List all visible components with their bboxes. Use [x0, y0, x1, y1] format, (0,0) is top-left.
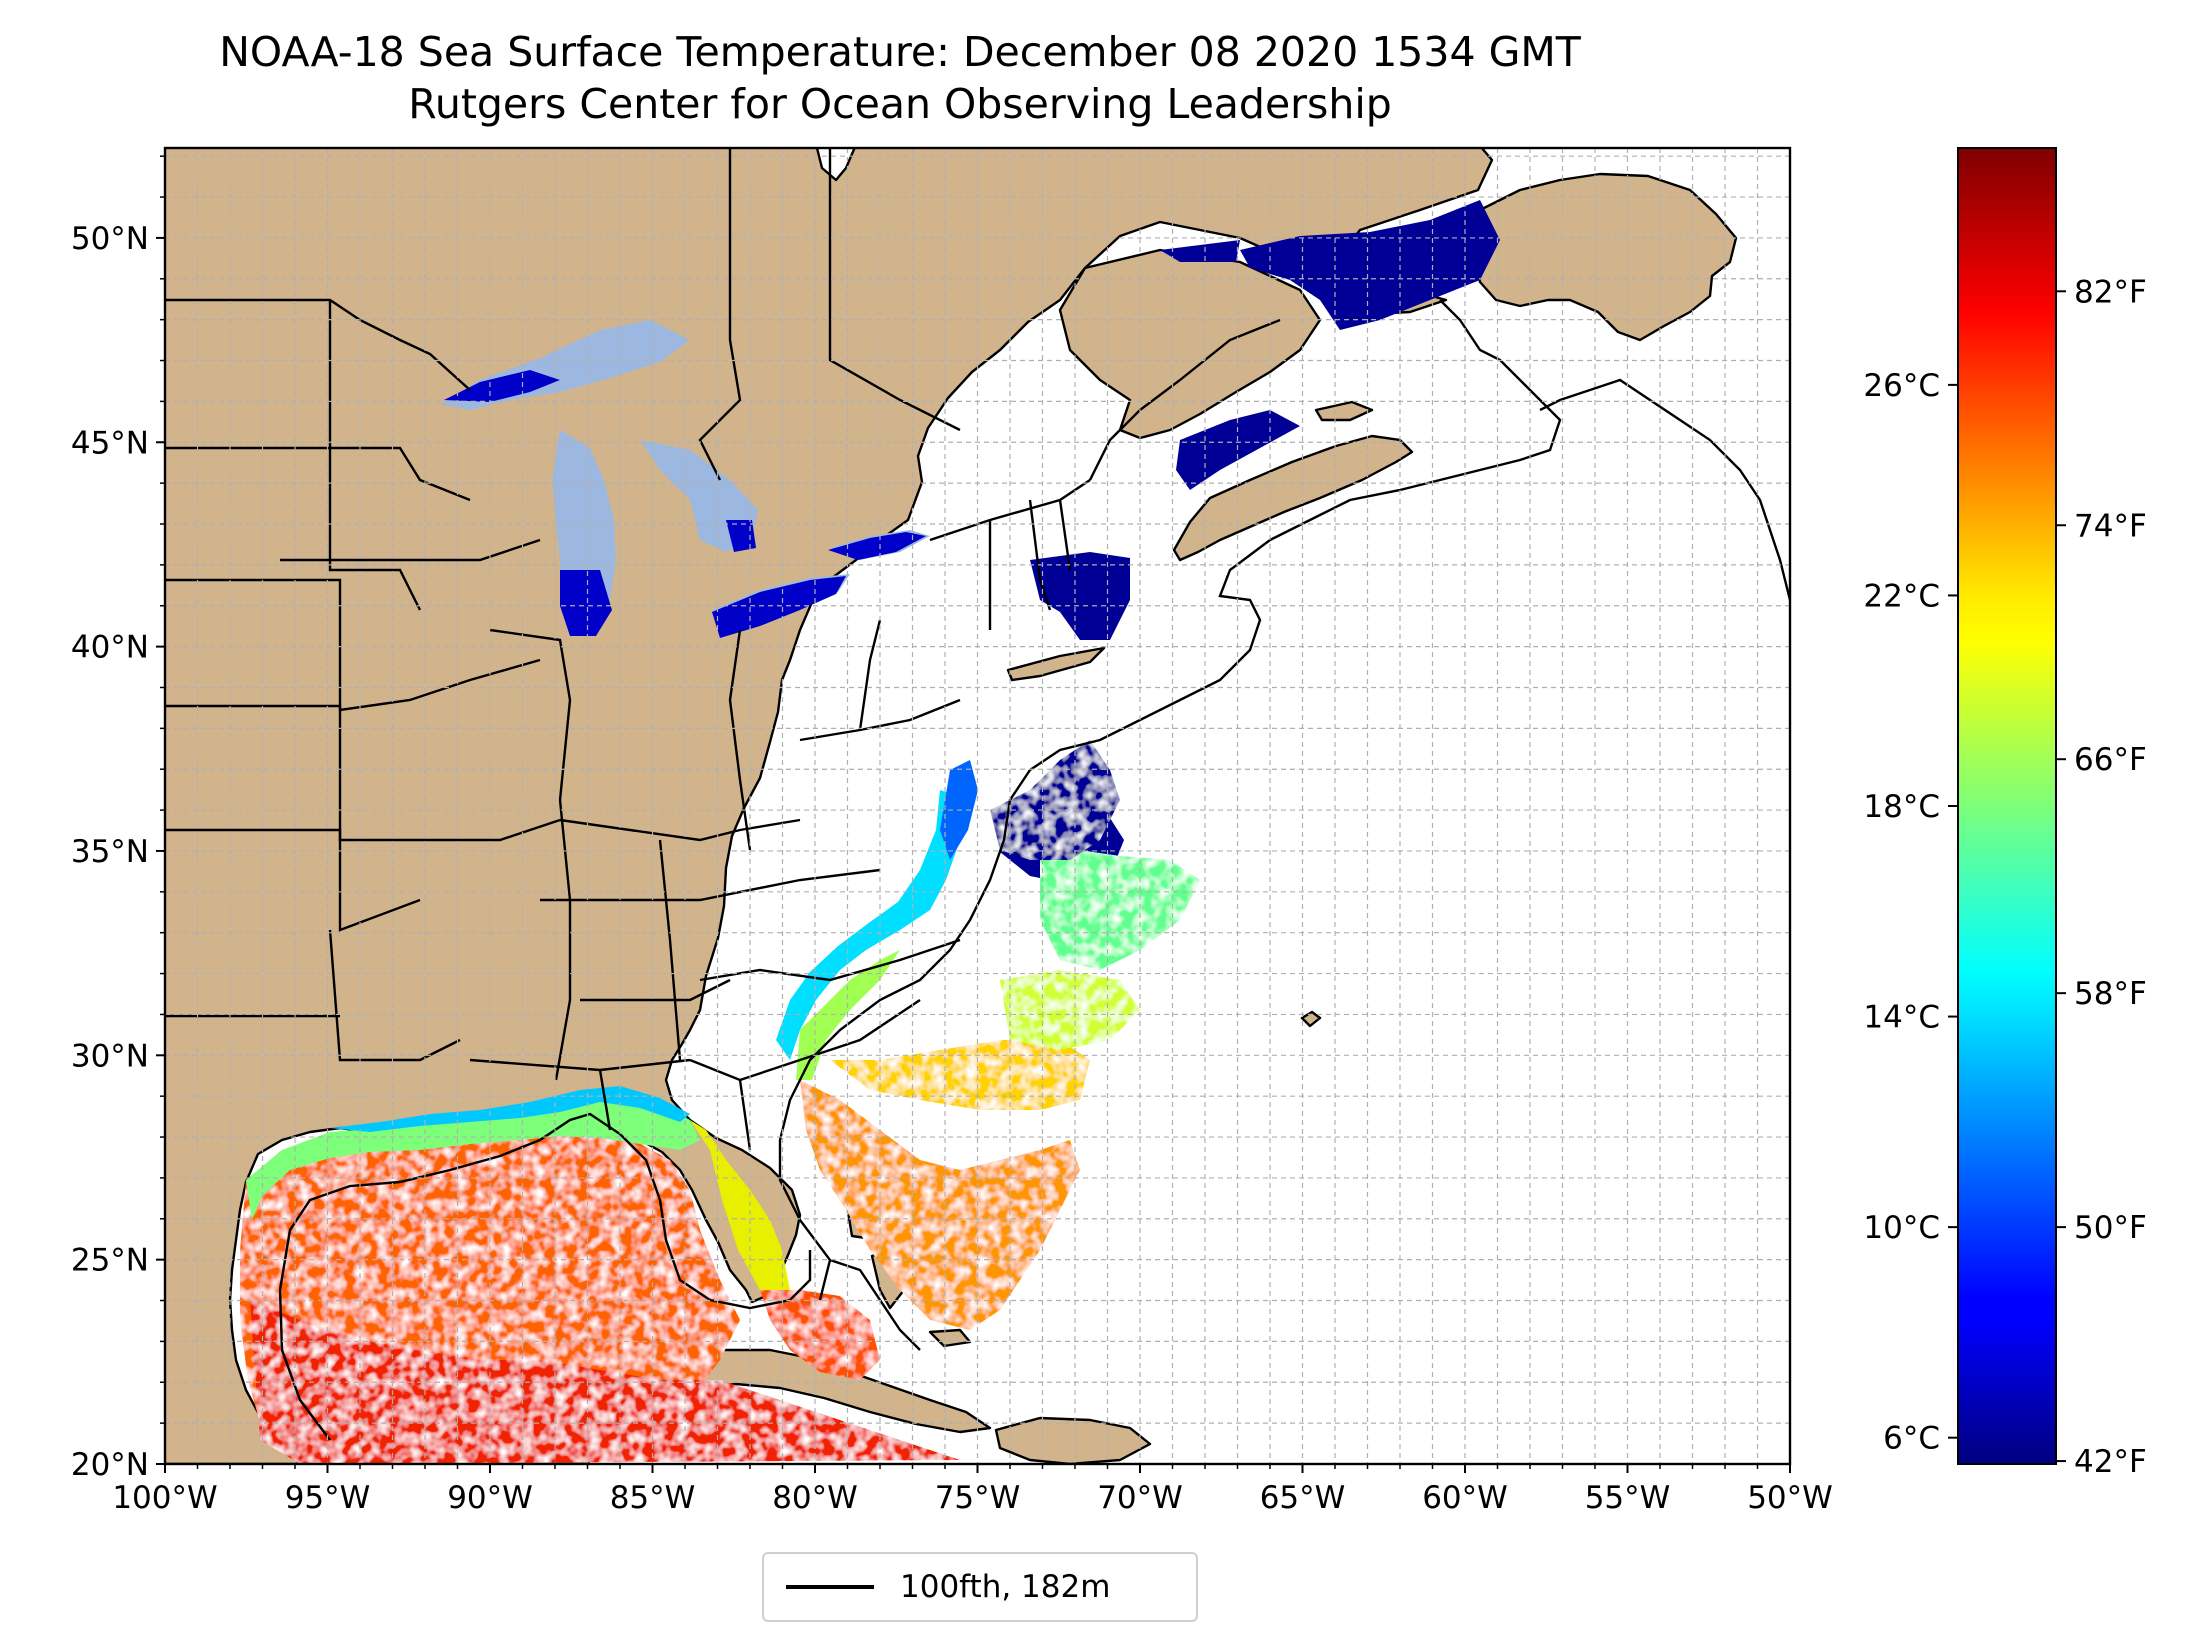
y-tick-label: 40°N: [71, 630, 149, 666]
colorbar-f-label: 74°F: [2074, 508, 2147, 544]
x-axis: 100°W 95°W 90°W 85°W 80°W 75°W 70°W 65°W 60°W 55°…: [112, 1464, 1833, 1516]
x-tick-label: 90°W: [447, 1480, 533, 1516]
legend-line-swatch: [786, 1585, 874, 1589]
colorbar-c-label: 14°C: [1863, 1000, 1940, 1036]
y-tick-label: 50°N: [71, 221, 149, 257]
colorbar-gradient: [1957, 147, 2057, 1465]
x-tick-label: 50°W: [1747, 1480, 1833, 1516]
gaspe-land: [1058, 248, 1322, 440]
colorbar-f-label: 82°F: [2074, 274, 2147, 310]
legend: 100fth, 182m: [762, 1552, 1198, 1622]
lake-sst: [444, 370, 926, 638]
colorbar-c-label: 26°C: [1863, 368, 1940, 404]
colorbar-c-label: 6°C: [1883, 1421, 1940, 1457]
colorbar-f-label: 58°F: [2074, 976, 2147, 1012]
legend-label: 100fth, 182m: [900, 1569, 1111, 1605]
gulf-cyan-coast: [330, 1086, 690, 1132]
x-tick-label: 100°W: [112, 1480, 217, 1516]
y-tick-label: 20°N: [71, 1447, 149, 1483]
colorbar-f-label: 66°F: [2074, 742, 2147, 778]
x-tick-label: 70°W: [1097, 1480, 1183, 1516]
isobath-grand-banks: [1539, 378, 1790, 601]
isobath-atlantic: [778, 299, 1562, 1301]
huron-bay-sst: [726, 520, 756, 552]
colorbar-fahrenheit-axis: 42°F 50°F 58°F 66°F 74°F 82°F: [2056, 274, 2147, 1480]
long-island-land: [1006, 646, 1106, 682]
x-tick-label: 75°W: [935, 1480, 1021, 1516]
colorbar-celsius-axis: 6°C 10°C 14°C 18°C 22°C 26°C: [1863, 368, 1958, 1457]
offshore-green-patches: [1040, 850, 1200, 970]
y-tick-label: 30°N: [71, 1038, 149, 1074]
lake-ontario-sst: [828, 532, 926, 560]
y-tick-label: 45°N: [71, 425, 149, 461]
north-america-land: [165, 148, 1494, 1464]
pei-land: [1314, 400, 1374, 422]
x-tick-label: 65°W: [1260, 1480, 1346, 1516]
land-layer: [165, 148, 1738, 1464]
political-borders: [165, 148, 1281, 1151]
isobath-gulf: [278, 1112, 812, 1441]
y-tick-label: 35°N: [71, 834, 149, 870]
gulf-stream-yellow: [830, 1040, 1090, 1110]
x-tick-label: 55°W: [1585, 1480, 1671, 1516]
isobath-100fth: [278, 299, 1790, 1441]
gulf-green-shelf: [246, 1092, 700, 1220]
title-block: NOAA-18 Sea Surface Temperature: Decembe…: [165, 26, 1635, 130]
mid-atlantic-cold-blob: [990, 740, 1120, 860]
florida-keys-warm: [760, 1290, 880, 1380]
florida-west-shelf: [690, 1120, 790, 1310]
lake-michigan-sst: [560, 570, 612, 636]
map-subtitle: Rutgers Center for Ocean Observing Leade…: [408, 80, 1392, 128]
se-shelf-cool: [776, 790, 970, 1060]
y-tick-label: 25°N: [71, 1243, 149, 1279]
y-axis: 20°N 25°N 30°N 35°N 40°N 45°N 50°N: [71, 155, 165, 1483]
colorbar-f-label: 42°F: [2074, 1444, 2147, 1480]
x-tick-label: 95°W: [285, 1480, 371, 1516]
newfoundland-land: [1472, 172, 1738, 342]
map-title: NOAA-18 Sea Surface Temperature: Decembe…: [219, 28, 1581, 76]
x-tick-label: 85°W: [610, 1480, 696, 1516]
colorbar-c-label: 10°C: [1863, 1210, 1940, 1246]
hispaniola-land: [994, 1416, 1152, 1464]
x-tick-label: 60°W: [1422, 1480, 1508, 1516]
offshore-yellow-patches: [1000, 970, 1140, 1050]
lake-erie-sst: [712, 576, 846, 638]
colorbar-c-label: 18°C: [1863, 789, 1940, 825]
nova-scotia-land: [1172, 434, 1414, 562]
lake-superior-sst: [444, 370, 560, 402]
colorbar-f-label: 50°F: [2074, 1210, 2147, 1246]
x-tick-label: 80°W: [772, 1480, 858, 1516]
colorbar-c-label: 22°C: [1863, 578, 1940, 614]
